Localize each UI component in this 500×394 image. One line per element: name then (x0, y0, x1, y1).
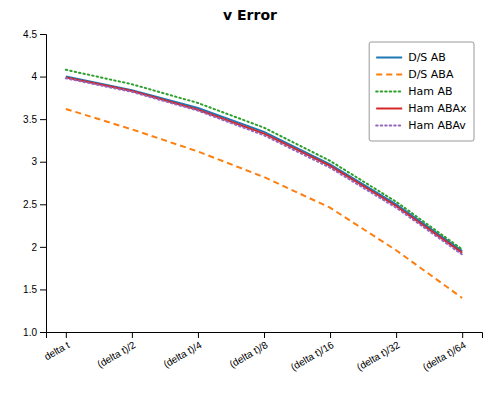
tick: 1.0 (23, 327, 46, 338)
legend-item: Ham AB (376, 85, 452, 98)
tick-label: 1.0 (23, 327, 37, 338)
tick-label: 2.5 (23, 199, 37, 210)
legend-swatch (376, 125, 402, 127)
legend-label: Ham ABAx (408, 102, 467, 115)
legend-box (369, 42, 474, 141)
legend-item: D/S ABA (376, 68, 454, 81)
y-axis: 1.0 1.5 2 2.5 3 3.5 4 4.5 (23, 29, 46, 338)
tick: 2.5 (23, 199, 46, 210)
tick: 1.5 (23, 284, 46, 295)
legend-label: D/S AB (408, 51, 446, 64)
tick: 2 (31, 242, 46, 253)
tick-mark (40, 204, 46, 205)
tick-label: 2 (31, 242, 37, 253)
tick: delta t (42, 332, 71, 362)
legend-label: Ham ABAv (408, 119, 466, 132)
legend-label: D/S ABA (408, 68, 454, 81)
tick-mark (132, 332, 133, 338)
legend-swatch (376, 74, 402, 76)
tick-label: 4 (31, 71, 37, 82)
tick-mark (264, 332, 265, 338)
tick-mark (40, 162, 46, 163)
tick-label: (delta t)/8 (227, 339, 269, 370)
chart: v Error 1.0 1.5 2 2.5 3 3.5 4 4.5 delta t (delta t… (0, 0, 500, 394)
tick: 4.5 (23, 29, 46, 40)
tick: (delta t)/64 (421, 332, 468, 373)
tick-mark (40, 119, 46, 120)
tick-label: delta t (42, 339, 71, 362)
tick-label: 4.5 (23, 29, 37, 40)
legend: D/S AB D/S ABA Ham AB Ham ABAx Ham ABAv (369, 42, 474, 141)
x-axis: delta t (delta t)/2 (delta t)/4 (delta t)/8… (42, 332, 482, 373)
tick-label: (delta t)/16 (289, 339, 336, 373)
tick-label: 3.5 (23, 114, 37, 125)
tick-mark (40, 289, 46, 290)
tick: (delta t)/8 (227, 332, 269, 370)
tick-label: 3 (31, 156, 37, 167)
tick-mark (40, 34, 46, 35)
axis-domain (40, 35, 47, 333)
tick: (delta t)/2 (95, 332, 137, 370)
legend-swatch (376, 57, 402, 59)
tick-mark (66, 332, 67, 338)
tick: (delta t)/32 (355, 332, 402, 373)
tick: (delta t)/4 (161, 332, 203, 370)
title: v Error (223, 7, 277, 23)
tick: 4 (31, 71, 46, 82)
tick-label: 1.5 (23, 284, 37, 295)
legend-item: Ham ABAv (376, 119, 466, 132)
tick-label: (delta t)/2 (95, 339, 137, 370)
tick-mark (396, 332, 397, 338)
tick-label: (delta t)/32 (355, 339, 402, 373)
legend-swatch (376, 108, 402, 110)
legend-item: Ham ABAx (376, 102, 467, 115)
tick-mark (40, 332, 46, 333)
legend-item: D/S AB (376, 51, 446, 64)
tick-mark (198, 332, 199, 338)
axis-domain (47, 333, 483, 339)
tick-mark (462, 332, 463, 338)
tick: 3 (31, 156, 46, 167)
legend-label: Ham AB (408, 85, 452, 98)
tick-mark (40, 77, 46, 78)
tick-label: (delta t)/64 (421, 339, 468, 373)
plot: 1.0 1.5 2 2.5 3 3.5 4 4.5 delta t (delta t)/2 (del… (23, 29, 482, 373)
tick-label: (delta t)/4 (161, 339, 203, 370)
tick: (delta t)/16 (289, 332, 336, 373)
tick: 3.5 (23, 114, 46, 125)
tick-mark (40, 247, 46, 248)
tick-mark (330, 332, 331, 338)
legend-swatch (376, 91, 402, 93)
